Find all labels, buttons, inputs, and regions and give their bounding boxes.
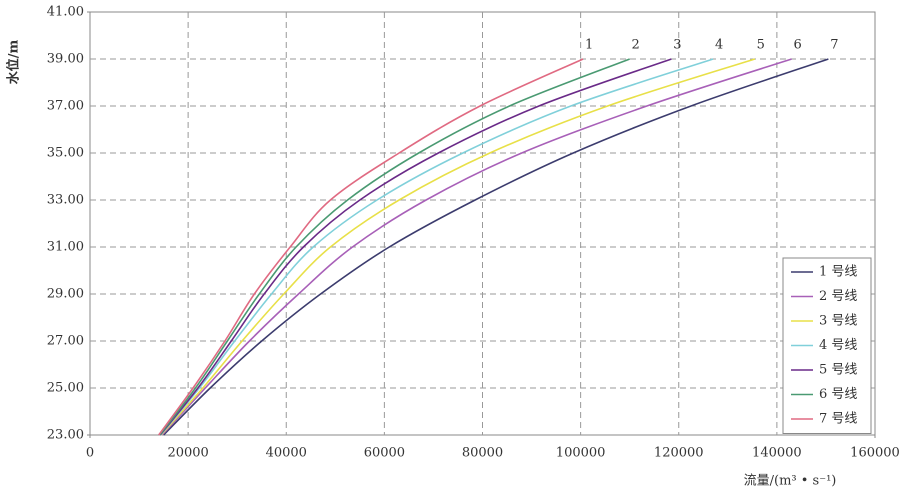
series-line	[158, 58, 584, 436]
y-tick-label: 25.00	[47, 381, 84, 396]
end-label: 4	[715, 38, 723, 53]
series-line	[160, 58, 756, 436]
y-tick-label: 27.00	[47, 334, 84, 349]
y-tick-label: 39.00	[47, 52, 84, 67]
x-tick-label: 100000	[556, 446, 606, 461]
end-label: 7	[830, 38, 838, 53]
y-axis-label: 水位/m	[6, 40, 22, 85]
end-label: 3	[673, 38, 681, 53]
x-tick-label: 40000	[266, 446, 307, 461]
x-tick-label: 60000	[364, 446, 405, 461]
legend-label: 4 号线	[819, 338, 857, 353]
y-tick-label: 37.00	[47, 99, 84, 114]
y-tick-label: 31.00	[47, 240, 84, 255]
legend-label: 3 号线	[819, 314, 857, 329]
x-tick-label: 20000	[167, 446, 208, 461]
legend-label: 5 号线	[819, 363, 857, 378]
legend-label: 6 号线	[819, 387, 857, 402]
x-tick-label: 80000	[462, 446, 503, 461]
x-tick-label: 120000	[654, 446, 704, 461]
end-label: 6	[793, 38, 801, 53]
x-tick-label: 0	[86, 446, 94, 461]
legend-label: 2 号线	[819, 289, 857, 304]
series-line	[159, 58, 672, 436]
series-line	[163, 58, 829, 436]
y-tick-label: 41.00	[47, 5, 84, 20]
x-tick-label: 140000	[752, 446, 802, 461]
y-tick-label: 33.00	[47, 193, 84, 208]
series-line	[160, 58, 714, 436]
end-label: 2	[632, 38, 640, 53]
series-line	[161, 58, 792, 436]
y-tick-label: 35.00	[47, 146, 84, 161]
y-tick-label: 29.00	[47, 287, 84, 302]
legend-label: 7 号线	[819, 412, 857, 427]
series-line	[159, 58, 630, 436]
x-axis-label: 流量/(m³ • s⁻¹)	[744, 474, 837, 489]
x-tick-label: 160000	[850, 446, 900, 461]
y-tick-label: 23.00	[47, 428, 84, 443]
legend-label: 1 号线	[819, 265, 857, 280]
end-label: 1	[585, 38, 593, 53]
end-label: 5	[757, 38, 765, 53]
